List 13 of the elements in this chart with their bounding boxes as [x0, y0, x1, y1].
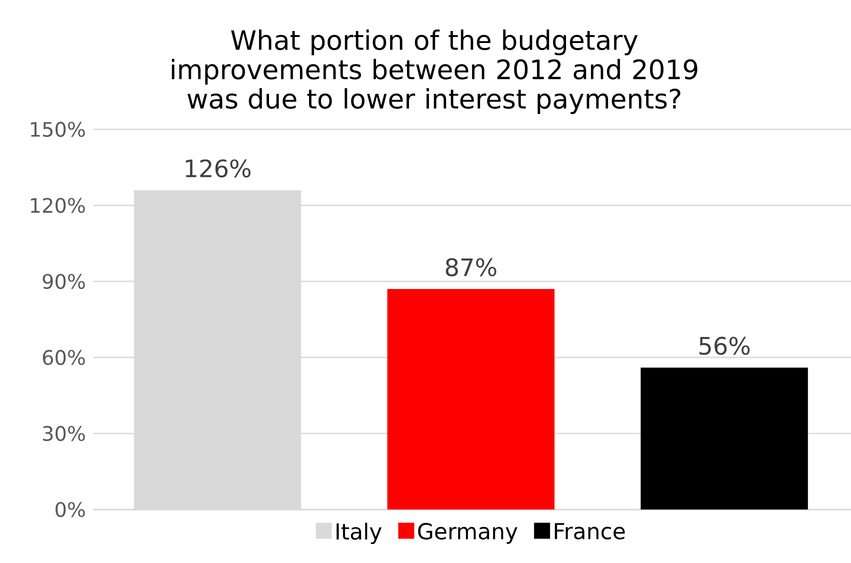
y-tick-label: 0% — [56, 502, 85, 518]
data-label: 126% — [186, 159, 251, 178]
y-tick-label: 120% — [30, 198, 85, 214]
y-tick-label: 60% — [42, 350, 85, 366]
legend-label: France — [554, 523, 625, 540]
data-label: 87% — [446, 258, 496, 276]
legend-label: Germany — [418, 522, 518, 544]
y-tick-label: 150% — [30, 122, 85, 138]
y-tick-label: 90% — [42, 274, 85, 290]
chart-title: What portion of the budgetary improvements between 2012 and 2019 was due to lower interest payments? — [172, 30, 698, 114]
legend-label: Italy — [336, 522, 382, 544]
data-label: 56% — [699, 336, 750, 355]
y-tick-label: 30% — [43, 426, 85, 442]
